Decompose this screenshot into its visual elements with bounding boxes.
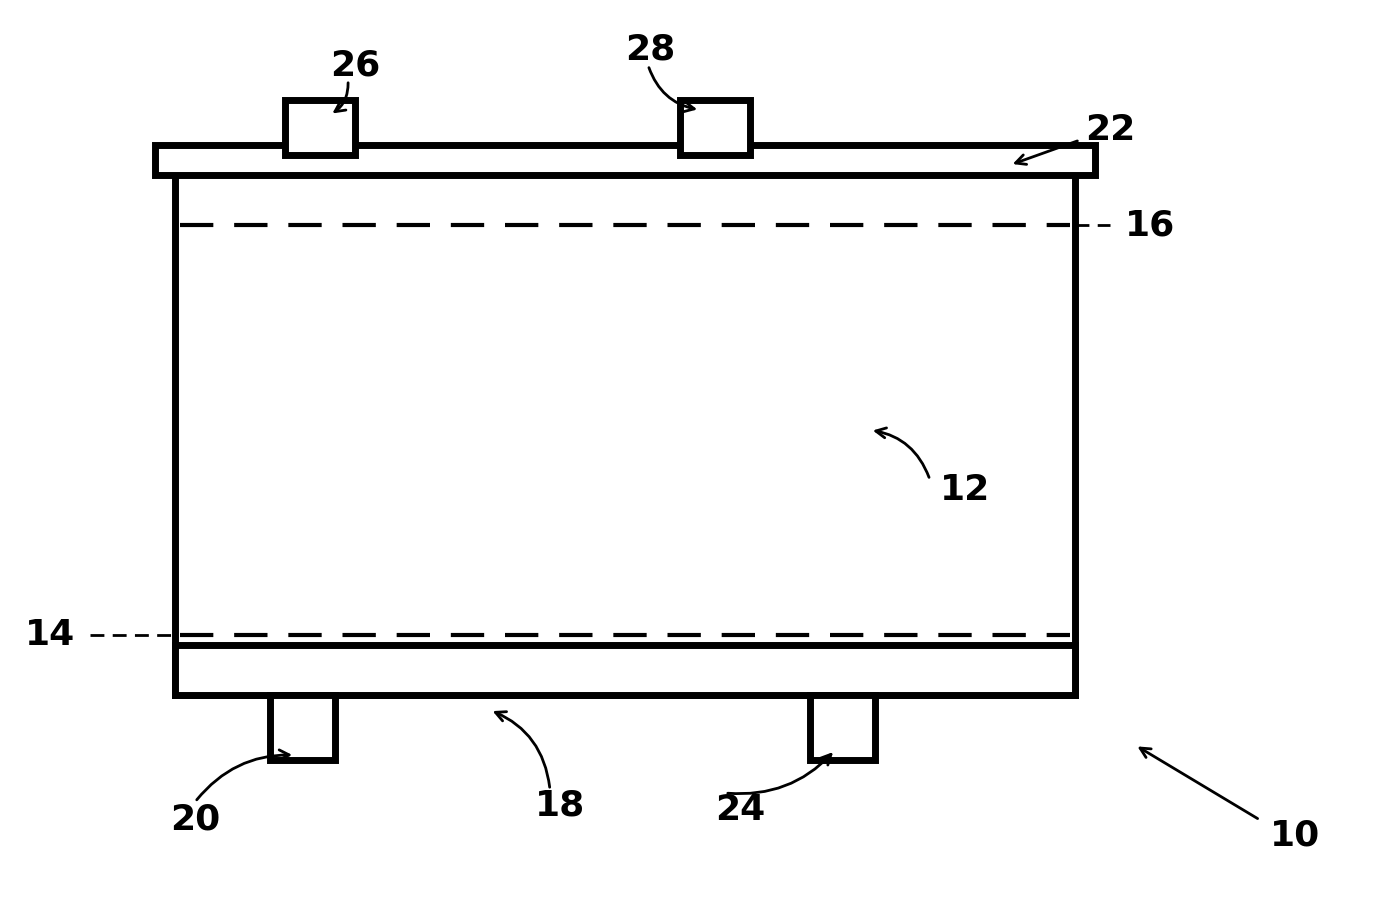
Text: 28: 28: [624, 33, 675, 67]
Bar: [270, 695, 335, 760]
Text: 26: 26: [330, 48, 380, 82]
Text: 20: 20: [170, 803, 221, 837]
Bar: [175, 165, 1076, 695]
Text: 22: 22: [1085, 113, 1136, 147]
Text: 16: 16: [1125, 208, 1175, 242]
Bar: [285, 100, 355, 155]
Text: 18: 18: [535, 788, 585, 822]
Bar: [810, 695, 875, 760]
Text: 24: 24: [715, 793, 766, 827]
Bar: [175, 645, 1076, 695]
Text: 10: 10: [1270, 818, 1320, 852]
Bar: [680, 100, 750, 155]
Text: 12: 12: [940, 473, 990, 507]
Bar: [155, 145, 1095, 175]
Text: 14: 14: [25, 618, 75, 652]
